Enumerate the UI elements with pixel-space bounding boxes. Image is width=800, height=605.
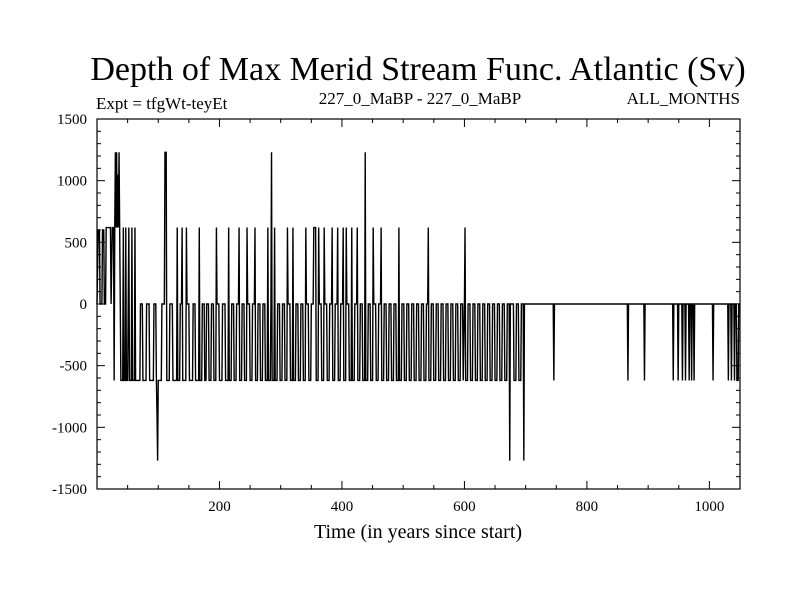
x-axis-label: Time (in years since start): [314, 521, 522, 543]
y-tick-label: 1000: [57, 174, 87, 190]
x-tick-label: 200: [208, 499, 231, 515]
y-tick-label: 500: [65, 235, 88, 251]
y-tick-label: -1500: [52, 482, 87, 498]
y-tick-label: -500: [60, 359, 88, 375]
comparison-label: 227_0_MaBP - 227_0_MaBP: [319, 89, 521, 108]
x-tick-label: 400: [331, 499, 354, 515]
experiment-label: Expt = tfgWt-teyEt: [96, 94, 228, 113]
plot-area: -1500 -1000 -500 0 500 1000 1500 200 400 600 800 10…: [52, 112, 741, 515]
chart-title: Depth of Max Merid Stream Func. Atlantic…: [90, 51, 745, 88]
y-tick-label: 0: [80, 297, 88, 313]
y-tick-label: -1000: [52, 420, 87, 436]
x-tick-label: 800: [576, 499, 599, 515]
series-line-depth_difference: [96, 151, 740, 461]
y-tick-label: 1500: [57, 112, 87, 128]
x-tick-label: 600: [453, 499, 476, 515]
x-tick-label: 1000: [694, 499, 724, 515]
months-label: ALL_MONTHS: [627, 89, 740, 108]
